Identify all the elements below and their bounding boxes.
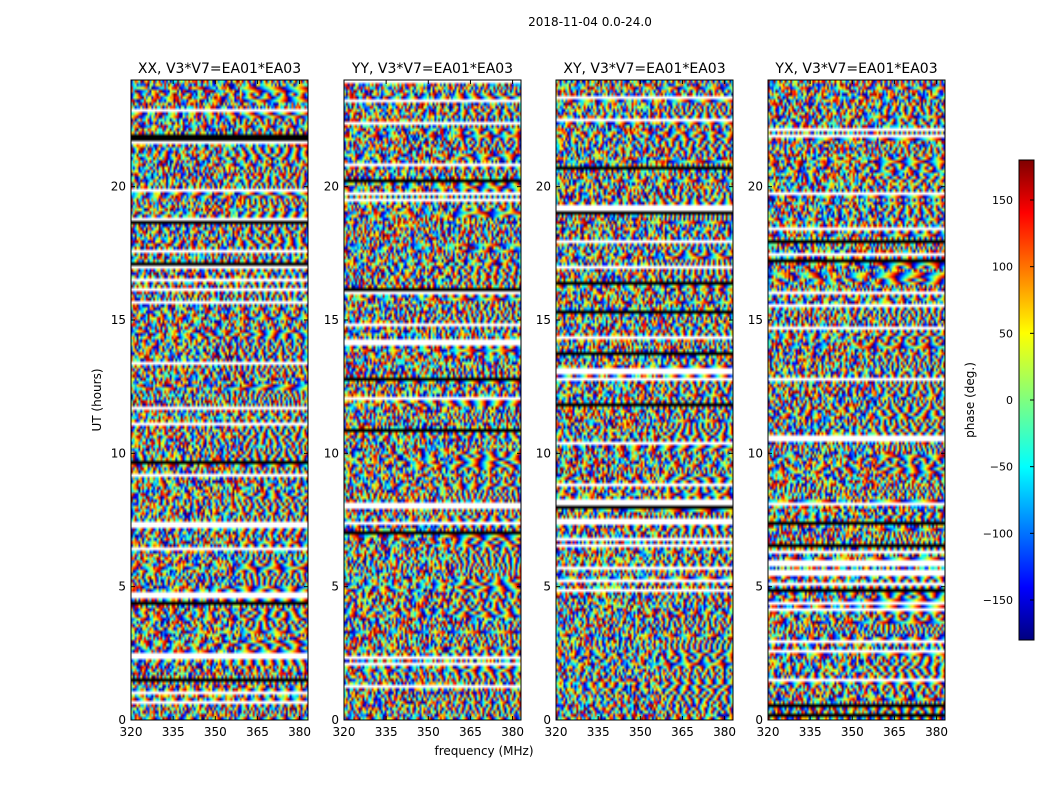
y-tick-label: 5 (331, 580, 339, 594)
x-tick-label: 365 (246, 725, 269, 739)
y-tick-label: 20 (536, 180, 551, 194)
y-tick-label: 15 (536, 313, 551, 327)
x-tick-label: 365 (459, 725, 482, 739)
x-tick-label: 320 (333, 725, 356, 739)
colorbar-label: phase (deg.) (963, 362, 977, 438)
x-tick-label: 335 (375, 725, 398, 739)
panel-title: YY, V3*V7=EA01*EA03 (351, 61, 513, 77)
panel-frame (130, 79, 309, 721)
panel-frame (343, 79, 522, 721)
heatmap-image-yx (768, 80, 945, 720)
y-tick-label: 5 (755, 580, 763, 594)
x-tick-label: 365 (671, 725, 694, 739)
panel-xx: XX, V3*V7=EA01*EA03 320 335 350 365 380 0 5 10 15… (111, 61, 311, 739)
y-tick-label: 10 (324, 446, 339, 460)
colorbar-tick-label: −100 (983, 527, 1013, 540)
y-tick-label: 20 (324, 180, 339, 194)
x-tick-label: 380 (713, 725, 736, 739)
panel-yx: YX, V3*V7=EA01*EA03 320 335 350 365 380 0 5 10 15… (748, 61, 948, 739)
heatmap-image-xx (131, 80, 308, 720)
x-tick-label: 350 (204, 725, 227, 739)
x-tick-label: 365 (883, 725, 906, 739)
y-tick-label: 20 (111, 180, 126, 194)
panel-xy: XY, V3*V7=EA01*EA03 320 335 350 365 380 0 5 10 15… (536, 61, 736, 739)
y-tick-label: 20 (748, 180, 763, 194)
y-tick-label: 0 (755, 713, 763, 727)
y-tick-label: 15 (748, 313, 763, 327)
x-tick-label: 320 (545, 725, 568, 739)
panel-title: YX, V3*V7=EA01*EA03 (774, 61, 937, 77)
colorbar-tick-label: −50 (990, 461, 1013, 474)
y-tick-label: 5 (543, 580, 551, 594)
colorbar: −150 −100 −50 0 50 100 150 phase (deg.) (963, 159, 1035, 641)
x-tick-label: 335 (799, 725, 822, 739)
heatmap-image-xy (556, 80, 733, 720)
y-tick-label: 0 (543, 713, 551, 727)
y-tick-label: 10 (536, 446, 551, 460)
x-axis-label: frequency (MHz) (434, 744, 533, 758)
x-tick-label: 320 (757, 725, 780, 739)
figure-suptitle: 2018-11-04 0.0-24.0 (528, 15, 652, 29)
panel-yy: YY, V3*V7=EA01*EA03 320 335 350 365 380 0 5 10 15… (324, 61, 524, 739)
panel-frame (767, 79, 946, 721)
x-tick-label: 335 (162, 725, 185, 739)
y-tick-label: 15 (324, 313, 339, 327)
x-tick-label: 380 (501, 725, 524, 739)
y-tick-label: 10 (111, 446, 126, 460)
x-tick-label: 350 (629, 725, 652, 739)
x-tick-label: 335 (587, 725, 610, 739)
y-tick-label: 0 (118, 713, 126, 727)
x-tick-label: 320 (120, 725, 143, 739)
y-axis-label: UT (hours) (90, 368, 104, 431)
y-tick-label: 10 (748, 446, 763, 460)
x-tick-label: 380 (925, 725, 948, 739)
panels-group: XX, V3*V7=EA01*EA03 320 335 350 365 380 0 5 10 15… (111, 61, 948, 739)
heatmap-image-yy (344, 80, 521, 720)
colorbar-tick-label: 0 (1006, 394, 1013, 407)
y-tick-label: 15 (111, 313, 126, 327)
colorbar-tick-label: 50 (999, 327, 1013, 340)
x-tick-label: 350 (417, 725, 440, 739)
colorbar-tick-label: 150 (992, 194, 1013, 207)
y-tick-label: 5 (118, 580, 126, 594)
y-tick-label: 0 (331, 713, 339, 727)
colorbar-ticks: −150 −100 −50 0 50 100 150 (983, 194, 1034, 607)
x-tick-label: 350 (841, 725, 864, 739)
panel-title: XX, V3*V7=EA01*EA03 (138, 61, 301, 77)
colorbar-tick-label: −150 (983, 594, 1013, 607)
panel-frame (555, 79, 734, 721)
colorbar-tick-label: 100 (992, 261, 1013, 274)
x-tick-label: 380 (288, 725, 311, 739)
panel-title: XY, V3*V7=EA01*EA03 (563, 61, 725, 77)
